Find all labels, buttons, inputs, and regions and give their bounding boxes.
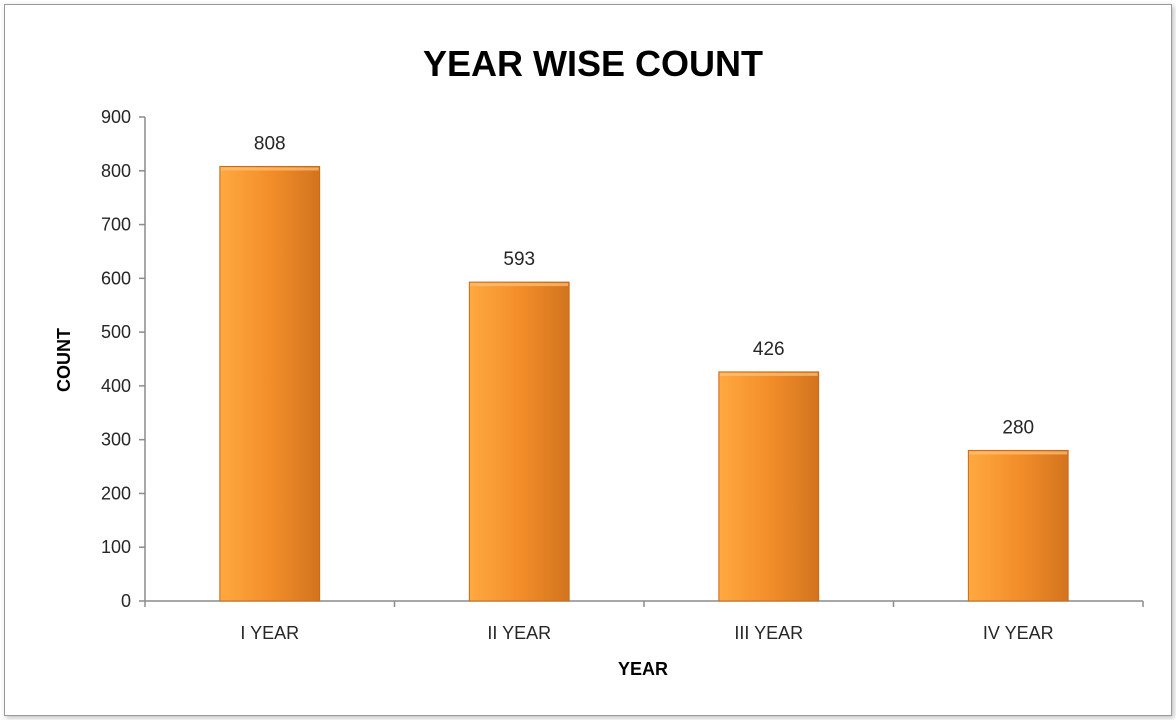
bar-highlight — [719, 372, 818, 376]
y-tick-label: 0 — [121, 591, 131, 611]
x-axis-title: YEAR — [618, 659, 668, 679]
bars: 808 593 426 280 — [219, 133, 1069, 602]
y-tick-label: 600 — [101, 268, 131, 288]
bar-highlight — [470, 283, 569, 287]
y-tick-label: 400 — [101, 376, 131, 396]
bar-value-label: 426 — [753, 339, 785, 360]
x-tick-label: III YEAR — [734, 623, 803, 643]
bar-value-label: 280 — [1002, 417, 1034, 438]
bar — [718, 371, 820, 602]
x-tick-label: IV YEAR — [983, 623, 1054, 643]
chart-title: YEAR WISE COUNT — [423, 43, 763, 84]
bar — [967, 449, 1069, 602]
x-tick-label: II YEAR — [487, 623, 551, 643]
x-tick-label: I YEAR — [240, 623, 299, 643]
y-axis-title: COUNT — [54, 328, 74, 392]
y-axis: 0 100 200 300 400 500 600 700 800 900 — [101, 107, 146, 611]
bar — [219, 165, 321, 602]
bar-highlight — [220, 167, 319, 171]
y-tick-label: 800 — [101, 161, 131, 181]
x-axis: I YEAR II YEAR III YEAR IV YEAR — [144, 600, 1144, 643]
y-tick-label: 700 — [101, 215, 131, 235]
y-tick-label: 900 — [101, 107, 131, 127]
bar-value-label: 808 — [254, 133, 286, 154]
bar — [468, 281, 570, 602]
bar-value-label: 593 — [503, 249, 535, 270]
bar-highlight — [969, 451, 1068, 455]
y-tick-label: 500 — [101, 322, 131, 342]
y-tick-label: 200 — [101, 483, 131, 503]
y-tick-label: 300 — [101, 430, 131, 450]
y-tick-label: 100 — [101, 537, 131, 557]
